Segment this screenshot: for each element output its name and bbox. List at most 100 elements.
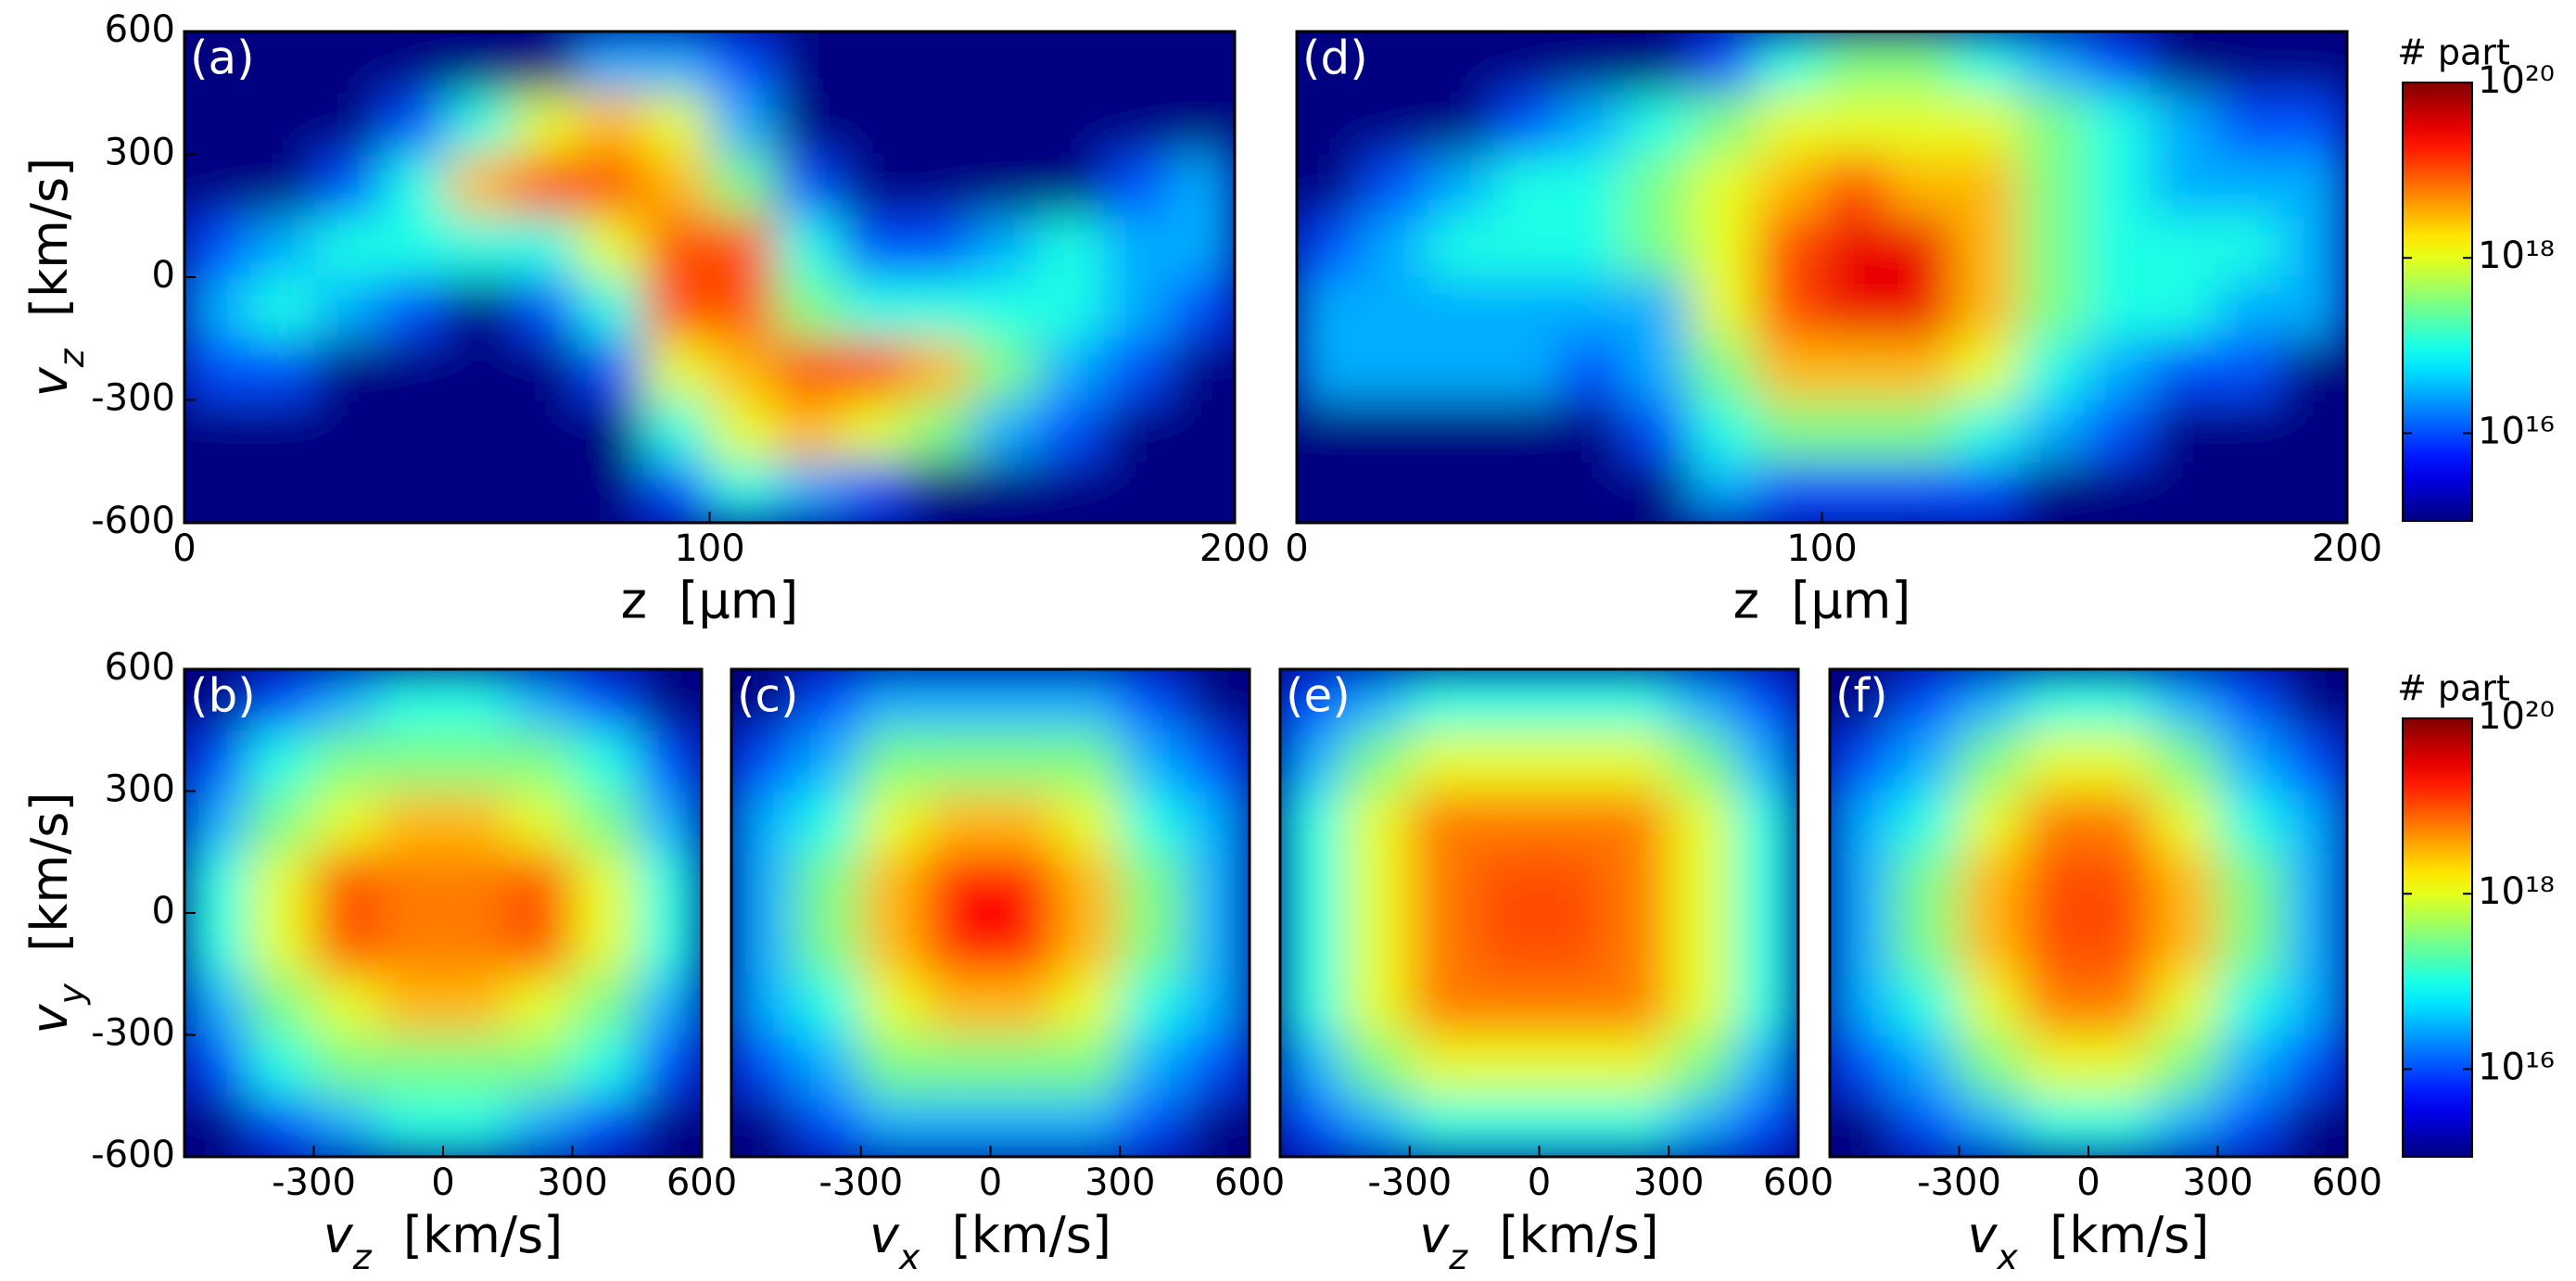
density-cell bbox=[636, 851, 702, 914]
density-cell bbox=[1732, 669, 1798, 731]
density-cell bbox=[1344, 1095, 1411, 1157]
density-cell bbox=[2150, 337, 2216, 400]
density-cell bbox=[1054, 1034, 1121, 1097]
density-cell bbox=[971, 400, 1039, 463]
density-cell bbox=[1184, 669, 1250, 731]
density-cell bbox=[2152, 791, 2218, 853]
density-cell bbox=[377, 669, 444, 731]
density-cell bbox=[2150, 400, 2216, 463]
density-cell bbox=[731, 851, 797, 914]
density-cell bbox=[442, 729, 509, 792]
density-cell bbox=[249, 461, 317, 523]
density-cell bbox=[1054, 669, 1121, 731]
density-cell bbox=[377, 973, 444, 1035]
density-cell bbox=[1732, 851, 1798, 914]
density-cell bbox=[1894, 851, 1960, 914]
density-cell bbox=[1344, 851, 1411, 914]
density-map bbox=[184, 669, 702, 1157]
density-cell bbox=[507, 791, 573, 853]
density-cell bbox=[1054, 973, 1121, 1035]
density-cell bbox=[577, 154, 645, 217]
density-cell bbox=[643, 215, 710, 278]
density-cell bbox=[184, 669, 250, 731]
density-cell bbox=[442, 1095, 509, 1157]
density-cell bbox=[2281, 912, 2347, 975]
density-cell bbox=[731, 791, 797, 853]
density-cell bbox=[1280, 973, 1346, 1035]
density-cell bbox=[1119, 729, 1186, 792]
density-cell bbox=[577, 400, 645, 463]
density-cell bbox=[925, 973, 991, 1035]
density-cell bbox=[795, 729, 862, 792]
y-tick-label: 0 bbox=[152, 890, 175, 932]
density-cell bbox=[380, 461, 448, 523]
density-cell bbox=[1830, 912, 1896, 975]
density-cell bbox=[795, 851, 862, 914]
density-cell bbox=[774, 154, 842, 217]
density-cell bbox=[507, 851, 573, 914]
density-cell bbox=[2018, 276, 2086, 339]
density-cell bbox=[446, 461, 514, 523]
density-cell bbox=[860, 912, 927, 975]
density-cell bbox=[1886, 337, 1954, 400]
y-tick-label: 600 bbox=[105, 646, 175, 689]
density-cell bbox=[249, 215, 317, 278]
density-cell bbox=[184, 729, 250, 792]
density-cell bbox=[380, 32, 448, 94]
density-cell bbox=[1297, 32, 1364, 94]
density-cell bbox=[1102, 32, 1170, 94]
density-cell bbox=[1756, 337, 1822, 400]
density-cell bbox=[512, 400, 579, 463]
density-cell bbox=[1119, 912, 1186, 975]
density-cell bbox=[1886, 32, 1954, 94]
density-cell bbox=[1952, 337, 2020, 400]
density-cell bbox=[2084, 337, 2151, 400]
density-cell bbox=[1952, 154, 2020, 217]
density-cell bbox=[1102, 276, 1170, 339]
colorbar bbox=[2402, 717, 2473, 1158]
density-cell bbox=[1894, 973, 1960, 1035]
density-cell bbox=[2084, 92, 2151, 155]
density-cell bbox=[1830, 973, 1896, 1035]
density-cell bbox=[1297, 337, 1364, 400]
density-cell bbox=[1624, 461, 1692, 523]
density-cell bbox=[2023, 851, 2089, 914]
density-cell bbox=[446, 276, 514, 339]
density-cell bbox=[2150, 92, 2216, 155]
density-cell bbox=[1409, 791, 1476, 853]
density-cell bbox=[2152, 851, 2218, 914]
density-cell bbox=[1184, 851, 1250, 914]
density-cell bbox=[572, 1034, 638, 1097]
density-cell bbox=[971, 337, 1039, 400]
density-cell bbox=[1624, 337, 1692, 400]
density-cell bbox=[446, 400, 514, 463]
density-cell bbox=[2018, 215, 2086, 278]
density-cell bbox=[184, 973, 250, 1035]
density-map bbox=[184, 32, 1235, 523]
density-cell bbox=[2217, 851, 2283, 914]
density-cell bbox=[925, 1034, 991, 1097]
density-cell bbox=[643, 461, 710, 523]
panel-label: (d) bbox=[1302, 32, 1368, 85]
density-cell bbox=[1830, 729, 1896, 792]
density-cell bbox=[1474, 1095, 1540, 1157]
density-cell bbox=[2214, 337, 2282, 400]
density-cell bbox=[1297, 154, 1364, 217]
density-cell bbox=[1603, 912, 1669, 975]
y-tick-label: 300 bbox=[105, 132, 175, 174]
panel-label: (e) bbox=[1286, 669, 1351, 723]
colorbar-tick-label: 10¹⁸ bbox=[2478, 870, 2555, 913]
density-cell bbox=[1732, 1034, 1798, 1097]
density-cell bbox=[1344, 1034, 1411, 1097]
density-cell bbox=[1668, 973, 1734, 1035]
density-cell bbox=[906, 400, 973, 463]
density-cell bbox=[1280, 1034, 1346, 1097]
density-cell bbox=[507, 912, 573, 975]
density-cell bbox=[446, 215, 514, 278]
density-cell bbox=[184, 215, 251, 278]
density-cell bbox=[774, 461, 842, 523]
density-cell bbox=[990, 851, 1056, 914]
density-cell bbox=[1952, 400, 2020, 463]
density-cell bbox=[1037, 32, 1104, 94]
